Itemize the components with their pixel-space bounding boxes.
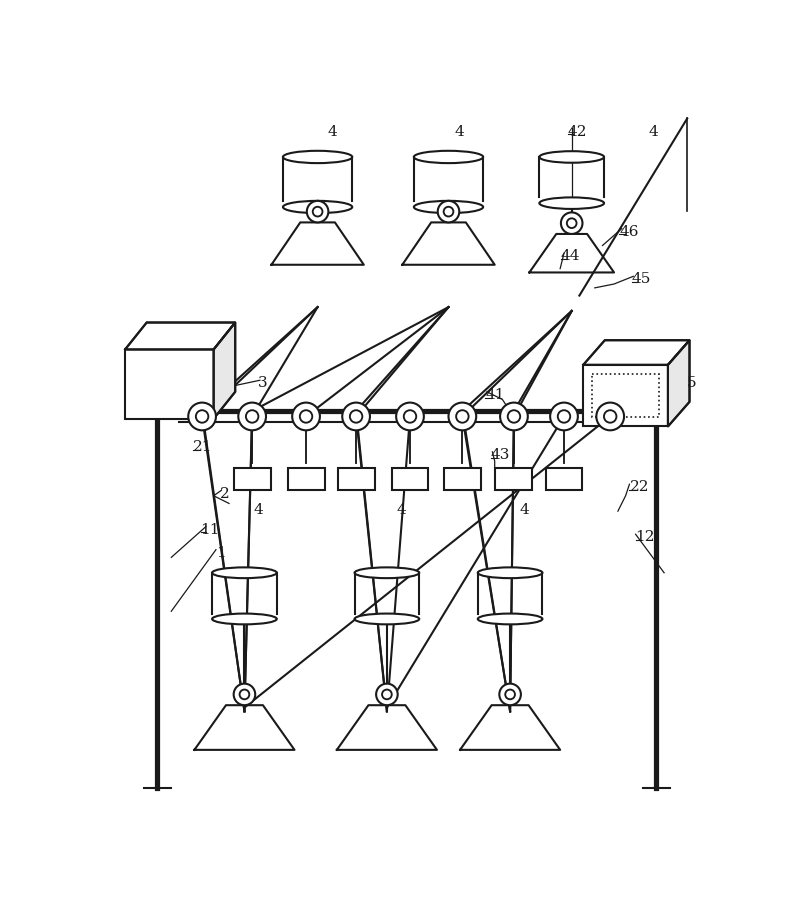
Ellipse shape bbox=[212, 614, 277, 624]
Circle shape bbox=[508, 410, 520, 423]
Circle shape bbox=[292, 402, 320, 430]
Circle shape bbox=[506, 689, 515, 700]
Ellipse shape bbox=[539, 198, 604, 209]
Text: 11: 11 bbox=[201, 522, 220, 536]
Text: 4: 4 bbox=[649, 125, 658, 138]
Ellipse shape bbox=[283, 201, 352, 213]
Circle shape bbox=[567, 219, 577, 228]
Circle shape bbox=[404, 410, 416, 423]
FancyBboxPatch shape bbox=[287, 468, 325, 489]
Circle shape bbox=[300, 410, 312, 423]
Circle shape bbox=[188, 402, 216, 430]
FancyBboxPatch shape bbox=[234, 468, 270, 489]
Circle shape bbox=[376, 684, 398, 705]
Circle shape bbox=[499, 684, 521, 705]
Ellipse shape bbox=[478, 568, 542, 578]
Ellipse shape bbox=[414, 201, 483, 213]
Circle shape bbox=[444, 207, 454, 217]
Circle shape bbox=[561, 212, 582, 234]
Circle shape bbox=[313, 207, 322, 217]
Text: 3: 3 bbox=[258, 377, 268, 390]
FancyBboxPatch shape bbox=[391, 468, 429, 489]
Circle shape bbox=[604, 410, 617, 423]
Text: 2: 2 bbox=[220, 486, 230, 500]
Circle shape bbox=[396, 402, 424, 430]
Ellipse shape bbox=[539, 151, 604, 162]
Text: 21: 21 bbox=[193, 440, 212, 454]
Circle shape bbox=[382, 689, 392, 700]
Circle shape bbox=[342, 402, 370, 430]
FancyBboxPatch shape bbox=[583, 365, 668, 426]
Polygon shape bbox=[583, 341, 690, 365]
Text: 4: 4 bbox=[454, 125, 465, 138]
FancyBboxPatch shape bbox=[444, 468, 481, 489]
Polygon shape bbox=[125, 322, 235, 350]
Text: 5: 5 bbox=[687, 377, 697, 390]
Circle shape bbox=[196, 410, 208, 423]
Circle shape bbox=[596, 402, 624, 430]
Circle shape bbox=[239, 689, 250, 700]
Text: 4: 4 bbox=[328, 125, 338, 138]
Circle shape bbox=[234, 684, 255, 705]
Circle shape bbox=[307, 201, 328, 222]
Text: 22: 22 bbox=[630, 480, 649, 495]
Circle shape bbox=[500, 402, 528, 430]
Circle shape bbox=[550, 402, 578, 430]
Text: 41: 41 bbox=[486, 388, 505, 402]
Text: 1: 1 bbox=[216, 545, 226, 560]
Text: 45: 45 bbox=[632, 272, 651, 286]
Circle shape bbox=[456, 410, 469, 423]
Ellipse shape bbox=[414, 150, 483, 163]
FancyBboxPatch shape bbox=[338, 468, 374, 489]
Text: 4: 4 bbox=[254, 503, 263, 518]
Circle shape bbox=[246, 410, 258, 423]
Ellipse shape bbox=[283, 150, 352, 163]
Text: 42: 42 bbox=[568, 125, 587, 138]
Circle shape bbox=[438, 201, 459, 222]
Circle shape bbox=[350, 410, 362, 423]
Ellipse shape bbox=[212, 568, 277, 578]
FancyBboxPatch shape bbox=[495, 468, 533, 489]
Polygon shape bbox=[214, 322, 235, 419]
Ellipse shape bbox=[354, 614, 419, 624]
Text: 4: 4 bbox=[396, 503, 406, 518]
Text: 12: 12 bbox=[636, 531, 655, 545]
Circle shape bbox=[449, 402, 476, 430]
Ellipse shape bbox=[478, 614, 542, 624]
Text: 46: 46 bbox=[619, 224, 639, 239]
Circle shape bbox=[238, 402, 266, 430]
Text: 43: 43 bbox=[491, 448, 510, 462]
Ellipse shape bbox=[354, 568, 419, 578]
FancyBboxPatch shape bbox=[546, 468, 582, 489]
Circle shape bbox=[558, 410, 570, 423]
Text: 4: 4 bbox=[519, 503, 529, 518]
Polygon shape bbox=[668, 341, 690, 426]
Text: 44: 44 bbox=[561, 249, 581, 263]
FancyBboxPatch shape bbox=[125, 350, 214, 419]
